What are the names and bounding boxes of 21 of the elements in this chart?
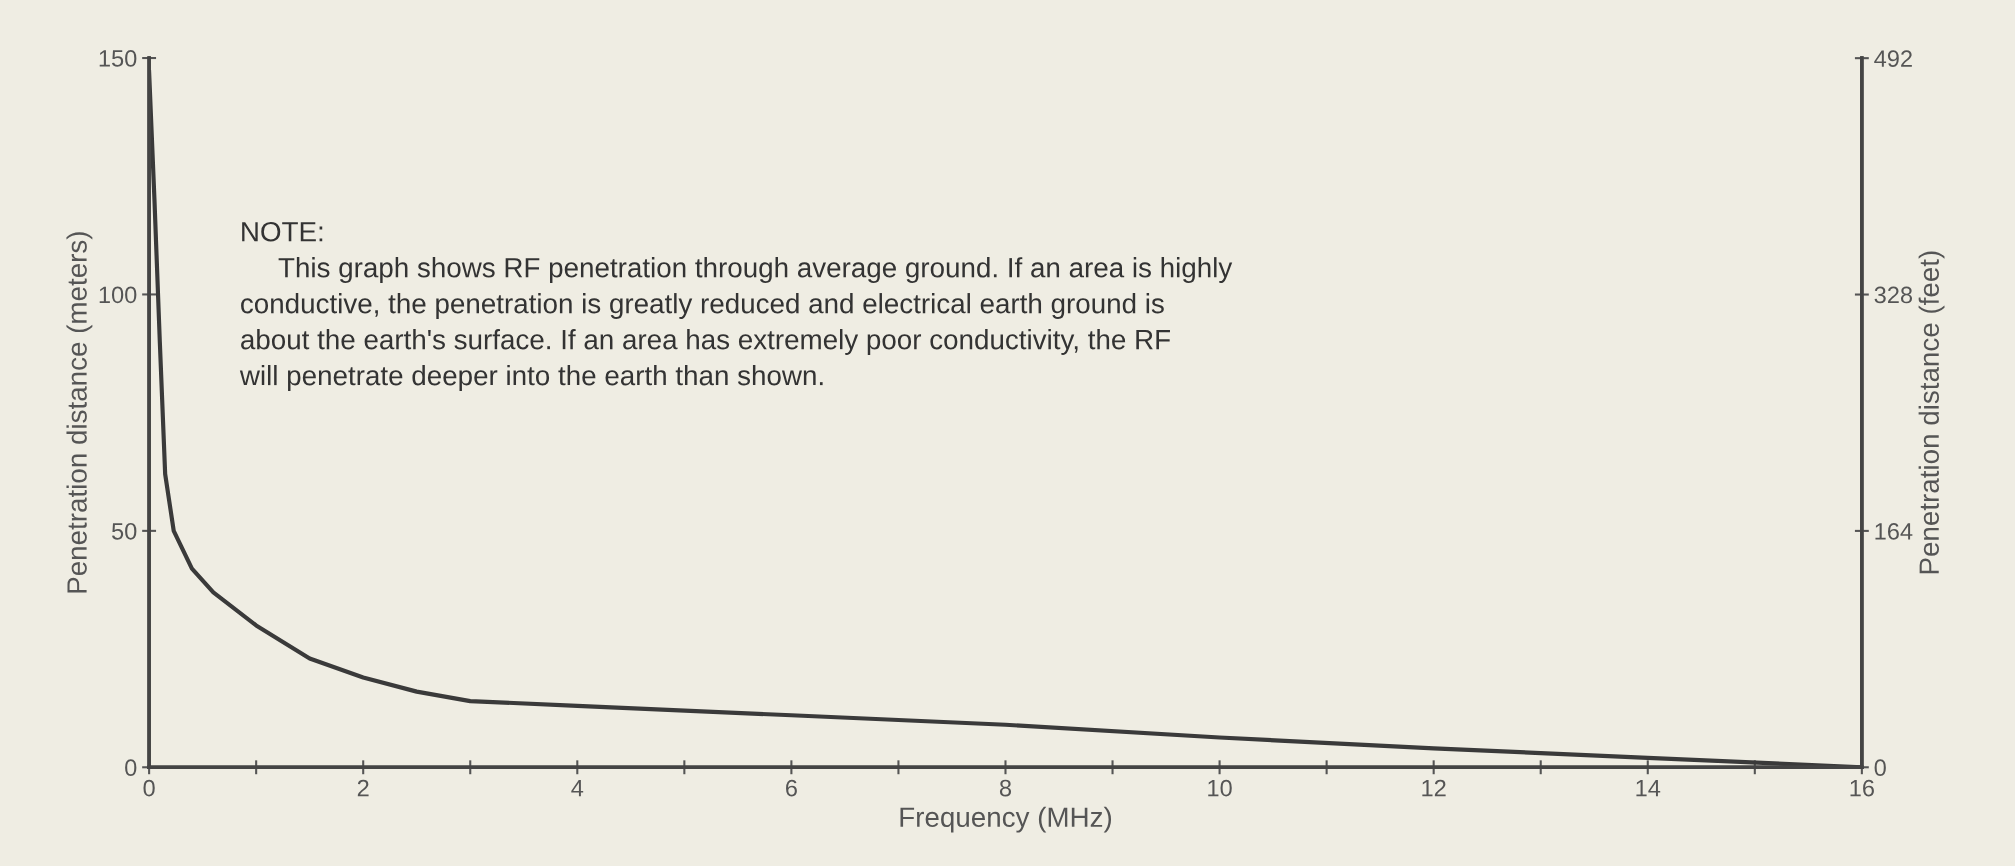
y-tick-label: 0 [125,759,137,777]
x-tick-label: 0 [143,779,155,797]
y-tick-label: 100 [99,286,137,304]
x-tick-label: 14 [1636,779,1661,797]
x-tick-label: 6 [786,779,797,797]
x-tick-label: 12 [1422,779,1446,797]
y2-tick-label: 328 [1874,286,1913,304]
y-tick-label: 150 [99,50,137,67]
y2-tick-label: 492 [1874,50,1912,67]
x-tick-label: 4 [571,779,584,797]
y2-tick-label: 0 [1874,759,1886,777]
x-tick-label: 16 [1850,779,1874,797]
y2-axis-title: Penetration distance (feet) [1918,251,1945,574]
x-tick-label: 8 [999,779,1012,797]
y-axis-title: Penetration distance (meters) [66,232,93,593]
annotation: NOTE: This graph shows RF penetration through average ground. If an area is highly conductive, the penetration is greatly reduced and electrical earth ground is about the earth's surface. If an area has extremely poor conductivity, the RF will penetrate deeper into the earth than shown. [239,221,1233,391]
x-tick-label: 10 [1208,779,1232,797]
x-axis-title: Frequency (MHz) [900,806,1112,833]
y-tick-label: 50 [111,522,137,540]
x-tick-label: 2 [357,779,369,797]
y2-tick-label: 164 [1875,522,1913,540]
